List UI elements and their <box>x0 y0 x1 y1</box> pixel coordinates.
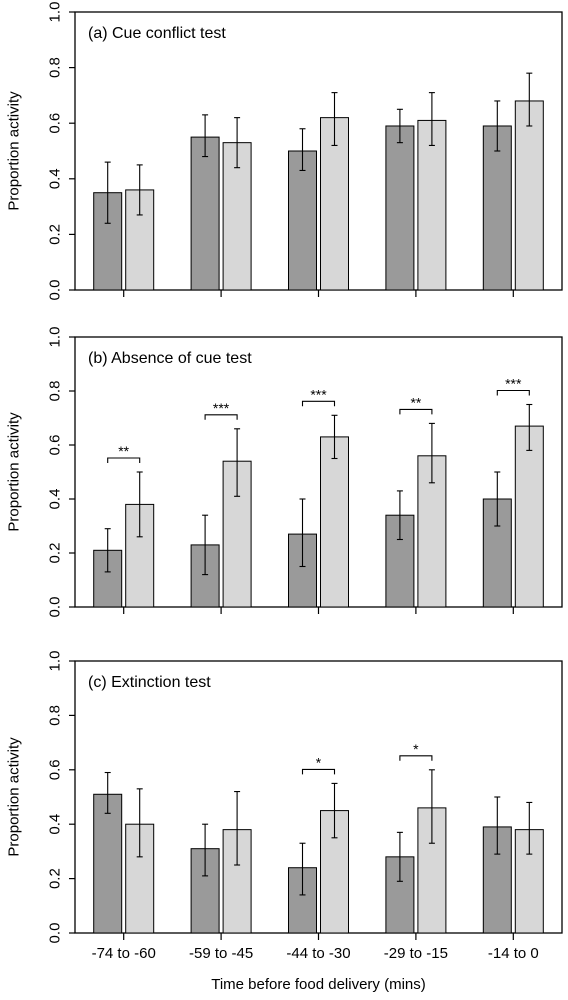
x-tick-label: -14 to 0 <box>488 945 539 962</box>
significance-bracket <box>204 414 238 420</box>
panel-title: (b) Absence of cue test <box>88 350 252 367</box>
significance-bracket <box>399 408 433 415</box>
panel-title: (a) Cue conflict test <box>88 25 226 42</box>
y-tick-label: 0.2 <box>47 224 64 245</box>
significance-bracket <box>301 768 336 775</box>
y-tick-label: 0.4 <box>47 814 64 835</box>
y-tick-label: 0.6 <box>47 759 64 780</box>
significance-bracket <box>496 389 530 396</box>
significance-bracket <box>301 400 336 407</box>
significance-label: * <box>413 741 419 757</box>
y-tick-label: 0.8 <box>47 381 64 402</box>
y-tick-label: 1.0 <box>47 2 64 23</box>
y-tick-label: 0.2 <box>47 868 64 889</box>
significance-label: *** <box>213 400 230 416</box>
x-tick-label: -59 to -45 <box>189 945 253 962</box>
bar <box>482 125 512 291</box>
bar <box>514 100 544 291</box>
y-axis-label: Proportion activity <box>6 91 23 211</box>
y-axis-label: Proportion activity <box>6 737 23 857</box>
bar <box>288 150 317 291</box>
y-tick-label: 0.4 <box>47 489 64 510</box>
bar <box>514 425 544 608</box>
y-tick-label: 1.0 <box>47 327 64 348</box>
significance-label: ** <box>410 394 421 410</box>
y-tick-label: 0.8 <box>47 705 64 726</box>
bar <box>417 119 447 291</box>
bar <box>320 117 349 291</box>
y-tick-label: 0.0 <box>47 923 64 944</box>
bar <box>320 436 349 608</box>
bar <box>385 125 415 291</box>
y-tick-label: 0.4 <box>47 168 64 189</box>
significance-label: *** <box>310 386 327 402</box>
significance-bracket <box>107 457 141 463</box>
y-tick-label: 0.0 <box>47 597 64 618</box>
x-tick-label: -74 to -60 <box>92 945 156 962</box>
y-axis-label: Proportion activity <box>6 412 23 532</box>
bar <box>190 136 220 291</box>
y-tick-label: 1.0 <box>47 651 64 672</box>
significance-label: * <box>316 754 322 770</box>
y-tick-label: 0.6 <box>47 435 64 456</box>
x-tick-label: -44 to -30 <box>286 945 350 962</box>
bar <box>93 793 123 934</box>
significance-bracket <box>399 755 433 761</box>
y-tick-label: 0.0 <box>47 280 64 301</box>
significance-label: ** <box>118 443 129 459</box>
x-tick-label: -29 to -15 <box>384 945 448 962</box>
y-tick-label: 0.2 <box>47 543 64 564</box>
x-axis-label: Time before food delivery (mins) <box>211 976 426 993</box>
y-tick-label: 0.8 <box>47 57 64 78</box>
panel-title: (c) Extinction test <box>88 674 211 691</box>
y-tick-label: 0.6 <box>47 113 64 134</box>
significance-label: *** <box>505 376 522 392</box>
